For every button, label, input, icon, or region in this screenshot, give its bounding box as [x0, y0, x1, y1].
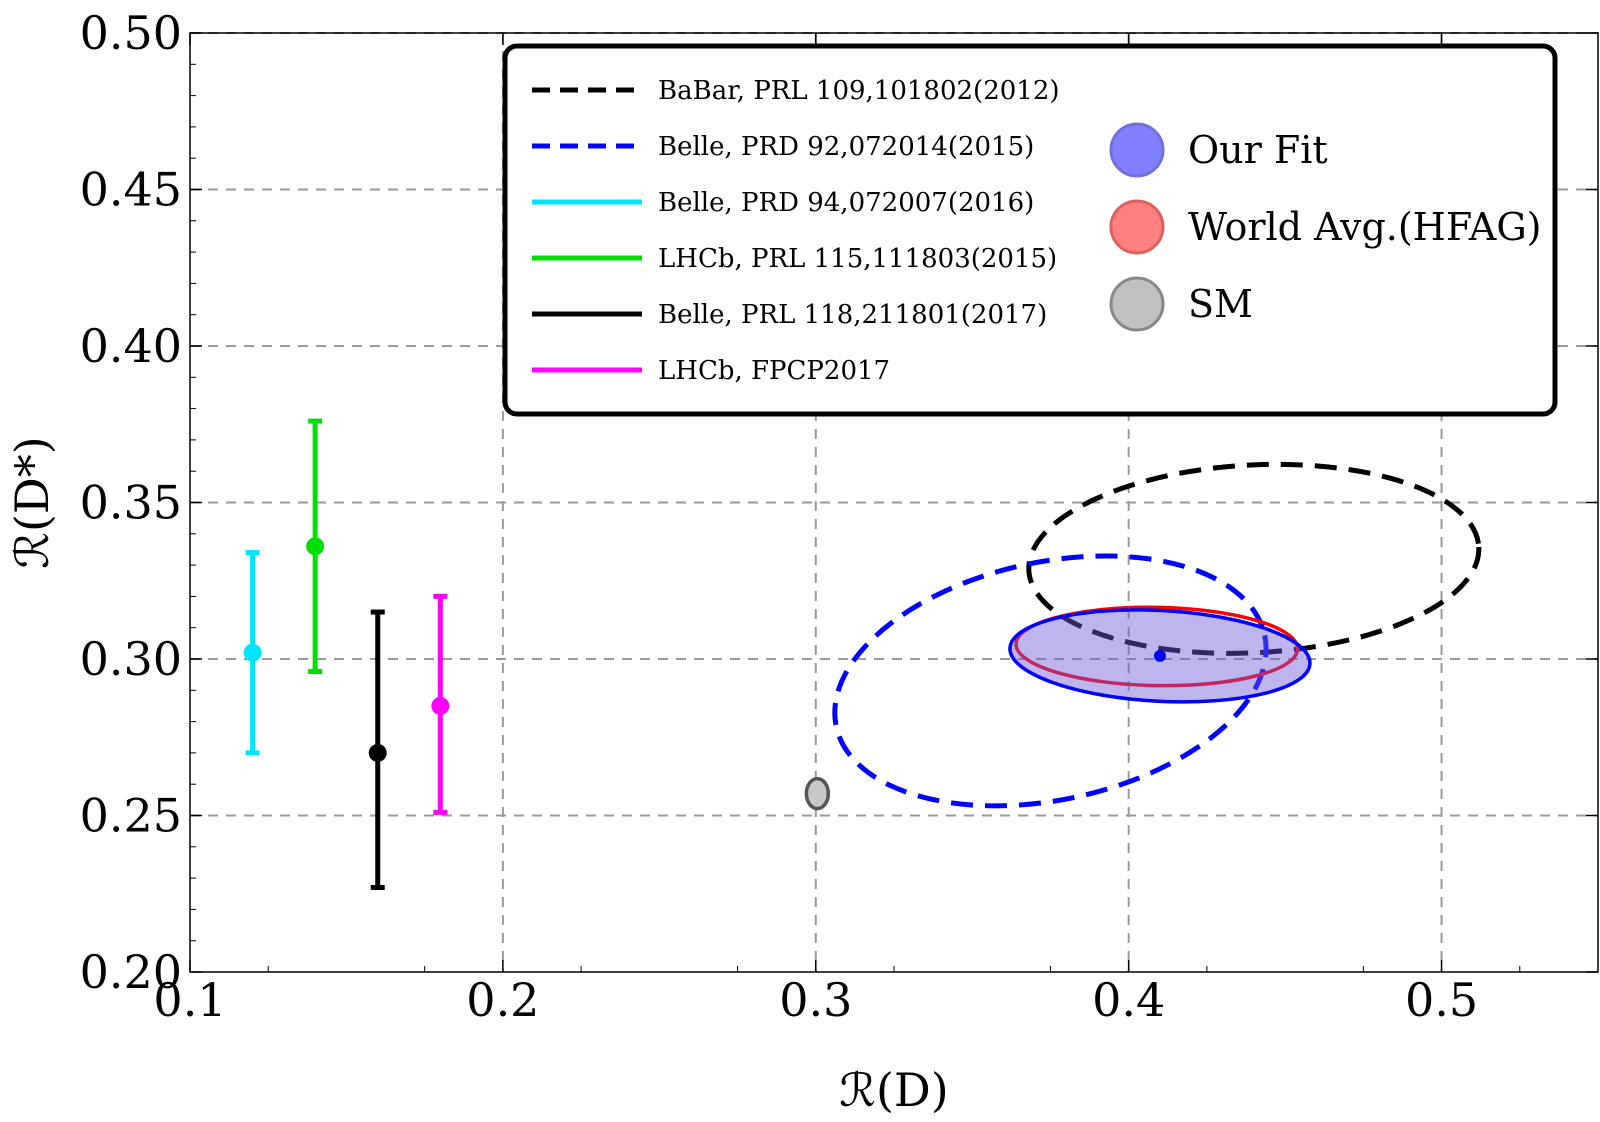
- error-bar-point: [368, 743, 387, 762]
- x-axis-label: ℛ(D): [839, 1063, 948, 1117]
- legend-region-label: SM: [1188, 282, 1253, 326]
- error-bar-lhcb-prl-115-111803-2015: [306, 418, 325, 675]
- y-tick-label: 0.30: [80, 632, 182, 686]
- x-tick-label: 0.2: [466, 973, 539, 1027]
- error-bar-point: [431, 696, 450, 715]
- legend-lines: BaBar, PRL 109,101802(2012) Belle, PRD 92…: [532, 76, 1060, 386]
- errorbar-layer: [243, 418, 450, 890]
- legend-box: [502, 43, 1558, 417]
- legend-region-label: World Avg.(HFAG): [1188, 205, 1542, 249]
- ellipse-babar-prl-109-101802-2012: [1026, 461, 1482, 656]
- error-bar-belle-prd-94-072007-2016: [243, 550, 262, 756]
- legend-line-label: Belle, PRD 94,072007(2016): [658, 188, 1034, 218]
- legend-line-label: LHCb, PRL 115,111803(2015): [658, 244, 1057, 274]
- y-tick-label: 0.45: [80, 163, 182, 217]
- legend-regions: Our Fit World Avg.(HFAG) SM: [1109, 122, 1542, 332]
- error-bar-belle-prl-118-211801-2017: [368, 609, 387, 890]
- y-tick-label: 0.25: [80, 789, 182, 843]
- legend-region-label: Our Fit: [1188, 128, 1328, 172]
- legend: BaBar, PRL 109,101802(2012) Belle, PRD 92…: [502, 43, 1558, 417]
- legend-region-swatch: [1109, 199, 1165, 255]
- y-tick-label: 0.20: [80, 945, 182, 999]
- error-bar-point: [306, 537, 325, 556]
- y-tick-label: 0.35: [80, 476, 182, 530]
- point-layer: [1153, 649, 1166, 662]
- legend-region-swatch: [1109, 122, 1165, 178]
- error-bar-point: [243, 643, 262, 662]
- error-bar-lhcb-fpcp2017: [431, 593, 450, 815]
- legend-line-label: LHCb, FPCP2017: [658, 356, 890, 386]
- ellipse-sm: [804, 776, 831, 811]
- ellipse-world-avg-hfag: [1014, 605, 1300, 688]
- point-our-fit-central-value: [1153, 649, 1166, 662]
- legend-region-swatch: [1109, 276, 1165, 332]
- x-tick-label: 0.5: [1405, 973, 1478, 1027]
- x-tick-label: 0.3: [779, 973, 852, 1027]
- ellipse-layer: [804, 461, 1482, 811]
- legend-line-label: Belle, PRD 92,072014(2015): [658, 132, 1034, 162]
- y-tick-label: 0.50: [80, 6, 182, 60]
- y-tick-label: 0.40: [80, 319, 182, 373]
- x-tick-label: 0.1: [153, 973, 226, 1027]
- ticks-layer: 0.1 0.2 0.3 0.4 0.5 0.20 0.25 0.30 0.35 0.40 0.45 0…: [80, 6, 1598, 1027]
- y-axis-label: ℛ(D*): [5, 436, 59, 568]
- legend-line-label: BaBar, PRL 109,101802(2012): [658, 76, 1060, 106]
- ellipse-belle-prd-92-072014-2015: [832, 553, 1269, 809]
- x-tick-label: 0.4: [1092, 973, 1165, 1027]
- legend-line-label: Belle, PRL 118,211801(2017): [658, 300, 1047, 330]
